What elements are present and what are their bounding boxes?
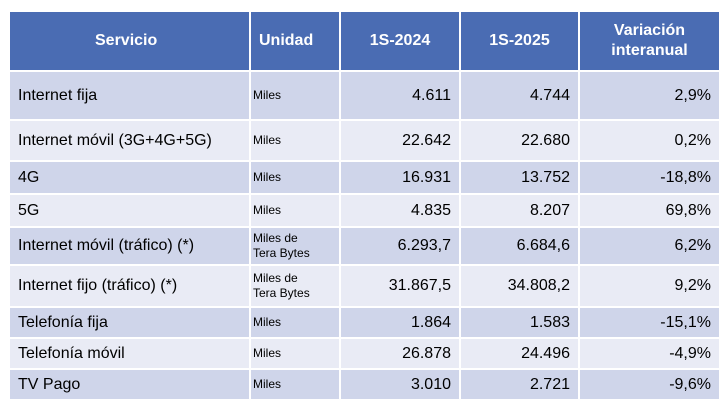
cell-1s-2024: 1.864 xyxy=(339,306,461,339)
unit-line1: Miles xyxy=(253,203,282,217)
unit-line1: Miles xyxy=(253,377,282,391)
unit-line1: Miles xyxy=(253,88,282,102)
cell-variacion: 6,2% xyxy=(578,226,721,266)
header-1s-2025: 1S-2025 xyxy=(459,10,580,72)
table-row: TV Pago Miles 3.010 2.721 -9,6% xyxy=(8,368,721,401)
cell-1s-2024: 16.931 xyxy=(339,160,461,195)
header-variacion: Variación interanual xyxy=(578,10,721,72)
cell-1s-2024: 4.611 xyxy=(339,70,461,121)
cell-servicio: Internet móvil (tráfico) (*) xyxy=(8,226,251,266)
cell-variacion: 0,2% xyxy=(578,119,721,162)
table-row: 5G Miles 4.835 8.207 69,8% xyxy=(8,193,721,228)
table-row: Internet fijo (tráfico) (*) Miles de Ter… xyxy=(8,264,721,308)
cell-1s-2025: 2.721 xyxy=(459,368,580,401)
unit-line1: Miles de xyxy=(253,231,298,245)
cell-1s-2025: 8.207 xyxy=(459,193,580,228)
cell-1s-2025: 24.496 xyxy=(459,337,580,370)
cell-unidad: Miles de Tera Bytes xyxy=(249,264,341,308)
unit-line1: Miles xyxy=(253,346,282,360)
table-row: 4G Miles 16.931 13.752 -18,8% xyxy=(8,160,721,195)
cell-variacion: -15,1% xyxy=(578,306,721,339)
header-variacion-line2: interanual xyxy=(611,42,688,59)
table-row: Internet fija Miles 4.611 4.744 2,9% xyxy=(8,70,721,121)
cell-1s-2025: 6.684,6 xyxy=(459,226,580,266)
cell-1s-2025: 13.752 xyxy=(459,160,580,195)
unit-line2: Tera Bytes xyxy=(253,246,310,260)
cell-1s-2025: 1.583 xyxy=(459,306,580,339)
cell-unidad: Miles xyxy=(249,306,341,339)
cell-unidad: Miles xyxy=(249,368,341,401)
cell-servicio: 4G xyxy=(8,160,251,195)
cell-servicio: Telefonía fija xyxy=(8,306,251,339)
cell-unidad: Miles de Tera Bytes xyxy=(249,226,341,266)
cell-servicio: TV Pago xyxy=(8,368,251,401)
unit-line1: Miles xyxy=(253,170,282,184)
header-servicio: Servicio xyxy=(8,10,251,72)
cell-servicio: 5G xyxy=(8,193,251,228)
cell-variacion: 9,2% xyxy=(578,264,721,308)
unit-line2: Tera Bytes xyxy=(253,286,310,300)
cell-1s-2025: 22.680 xyxy=(459,119,580,162)
unit-line1: Miles xyxy=(253,133,282,147)
cell-1s-2024: 31.867,5 xyxy=(339,264,461,308)
cell-servicio: Internet móvil (3G+4G+5G) xyxy=(8,119,251,162)
cell-1s-2024: 6.293,7 xyxy=(339,226,461,266)
cell-1s-2025: 4.744 xyxy=(459,70,580,121)
cell-1s-2025: 34.808,2 xyxy=(459,264,580,308)
header-unidad: Unidad xyxy=(249,10,341,72)
table-row: Internet móvil (3G+4G+5G) Miles 22.642 2… xyxy=(8,119,721,162)
table-row: Telefonía móvil Miles 26.878 24.496 -4,9… xyxy=(8,337,721,370)
cell-variacion: -9,6% xyxy=(578,368,721,401)
cell-1s-2024: 22.642 xyxy=(339,119,461,162)
cell-servicio: Internet fija xyxy=(8,70,251,121)
cell-1s-2024: 26.878 xyxy=(339,337,461,370)
unit-line1: Miles de xyxy=(253,271,298,285)
header-1s-2024: 1S-2024 xyxy=(339,10,461,72)
cell-variacion: 69,8% xyxy=(578,193,721,228)
cell-unidad: Miles xyxy=(249,70,341,121)
unit-line1: Miles xyxy=(253,315,282,329)
cell-variacion: -4,9% xyxy=(578,337,721,370)
cell-1s-2024: 3.010 xyxy=(339,368,461,401)
cell-unidad: Miles xyxy=(249,337,341,370)
cell-unidad: Miles xyxy=(249,193,341,228)
table-header-row: Servicio Unidad 1S-2024 1S-2025 Variació… xyxy=(8,10,721,72)
cell-variacion: -18,8% xyxy=(578,160,721,195)
services-table: Servicio Unidad 1S-2024 1S-2025 Variació… xyxy=(8,10,721,401)
table-row: Internet móvil (tráfico) (*) Miles de Te… xyxy=(8,226,721,266)
table-row: Telefonía fija Miles 1.864 1.583 -15,1% xyxy=(8,306,721,339)
header-variacion-line1: Variación xyxy=(613,22,686,39)
cell-servicio: Telefonía móvil xyxy=(8,337,251,370)
cell-variacion: 2,9% xyxy=(578,70,721,121)
cell-unidad: Miles xyxy=(249,160,341,195)
cell-1s-2024: 4.835 xyxy=(339,193,461,228)
cell-servicio: Internet fijo (tráfico) (*) xyxy=(8,264,251,308)
cell-unidad: Miles xyxy=(249,119,341,162)
